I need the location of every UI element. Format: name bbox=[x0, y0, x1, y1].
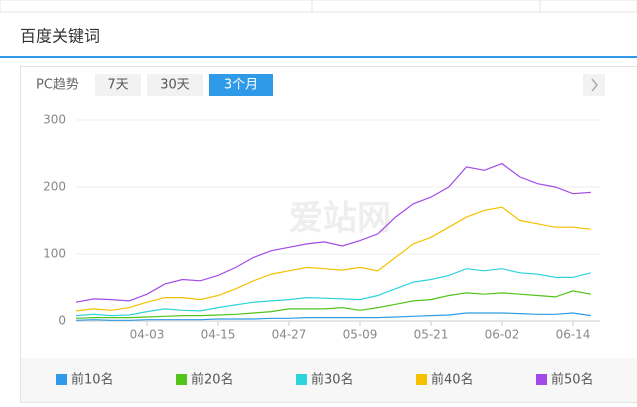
x-tick-label: 06-14 bbox=[556, 328, 591, 342]
y-tick-label: 0 bbox=[58, 314, 66, 328]
top-strip bbox=[0, 0, 637, 12]
x-tick-label: 05-09 bbox=[343, 328, 378, 342]
section-title: 百度关键词 bbox=[20, 27, 100, 46]
next-button[interactable] bbox=[583, 74, 605, 96]
tab-text: 3个月 bbox=[224, 78, 258, 93]
legend-swatch[interactable] bbox=[56, 374, 67, 385]
legend-label[interactable]: 前10名 bbox=[71, 372, 114, 388]
x-tick-label: 04-03 bbox=[130, 328, 165, 342]
legend-swatch[interactable] bbox=[416, 374, 427, 385]
legend-label[interactable]: 前30名 bbox=[311, 372, 354, 388]
tabs: 7天 30天 3个月 bbox=[95, 74, 273, 96]
legend-swatch[interactable] bbox=[176, 374, 187, 385]
y-tick-label: 100 bbox=[43, 247, 66, 261]
tab-label: PC趋势 bbox=[36, 77, 79, 93]
x-tick-label: 06-02 bbox=[485, 328, 520, 342]
watermark: 爱站网 bbox=[289, 199, 391, 239]
y-tick-label: 300 bbox=[43, 113, 66, 127]
x-tick-label: 04-15 bbox=[201, 328, 236, 342]
legend-swatch[interactable] bbox=[536, 374, 547, 385]
legend-label[interactable]: 前20名 bbox=[191, 372, 234, 388]
x-tick-label: 04-27 bbox=[272, 328, 307, 342]
tab-text: 30天 bbox=[160, 78, 190, 93]
x-tick-label: 05-21 bbox=[414, 328, 449, 342]
y-tick-label: 200 bbox=[43, 180, 66, 194]
tab-text: 7天 bbox=[107, 78, 128, 93]
legend-label[interactable]: 前50名 bbox=[551, 372, 594, 388]
legend-swatch[interactable] bbox=[296, 374, 307, 385]
legend-label[interactable]: 前40名 bbox=[431, 372, 474, 388]
title-underline bbox=[0, 56, 637, 58]
